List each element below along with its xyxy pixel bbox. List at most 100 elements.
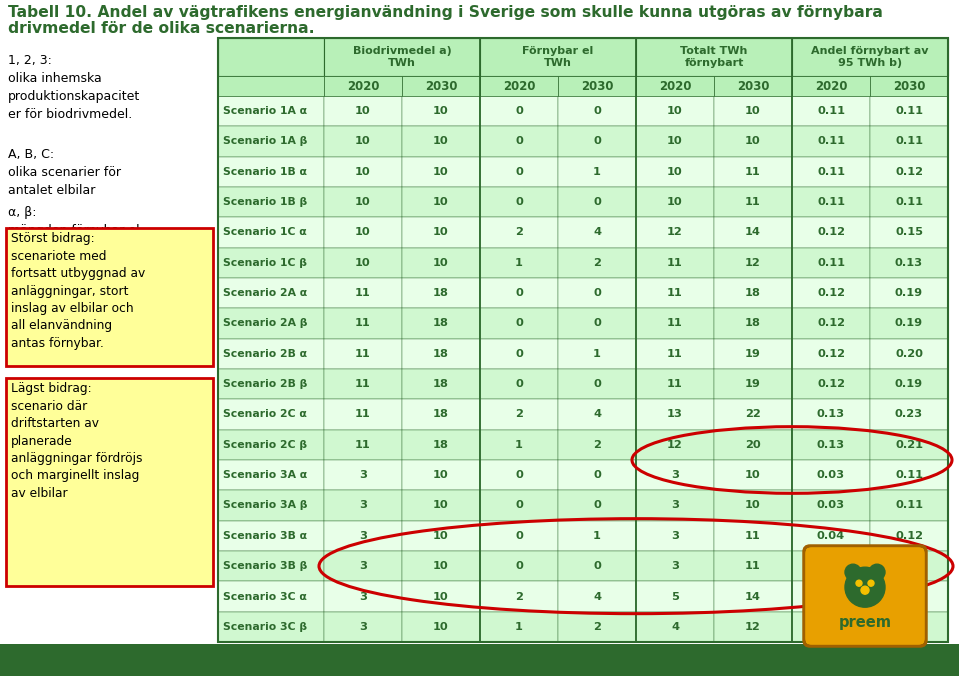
Bar — [636, 581, 714, 612]
Bar — [792, 157, 870, 187]
Bar — [480, 490, 558, 521]
Text: 0.12: 0.12 — [895, 531, 923, 541]
Text: 3: 3 — [359, 470, 367, 480]
Bar — [792, 581, 870, 612]
Bar — [870, 521, 948, 551]
Text: 12: 12 — [745, 622, 760, 632]
Text: 10: 10 — [433, 561, 449, 571]
Text: A, B, C:
olika scenarier för
antalet elbilar: A, B, C: olika scenarier för antalet elb… — [8, 148, 121, 197]
Text: 0: 0 — [515, 531, 523, 541]
Bar — [558, 96, 636, 126]
Bar — [636, 76, 714, 96]
Bar — [558, 612, 636, 642]
Bar — [792, 490, 870, 521]
Text: 0.21: 0.21 — [895, 440, 923, 450]
Circle shape — [861, 586, 869, 594]
Bar — [324, 96, 402, 126]
Text: 10: 10 — [745, 137, 760, 147]
Bar — [324, 400, 402, 430]
Text: 0.11: 0.11 — [895, 137, 923, 147]
Bar — [558, 247, 636, 278]
Text: 1: 1 — [515, 258, 523, 268]
Bar — [870, 460, 948, 490]
Bar — [480, 581, 558, 612]
Text: 2: 2 — [515, 228, 523, 237]
Text: 11: 11 — [667, 258, 683, 268]
Bar — [480, 430, 558, 460]
Text: 12: 12 — [745, 258, 760, 268]
Text: 0.04: 0.04 — [817, 622, 845, 632]
Bar — [402, 76, 480, 96]
Bar — [402, 581, 480, 612]
Text: 2030: 2030 — [425, 80, 457, 93]
Bar — [324, 38, 480, 76]
Text: Scenario 2A α: Scenario 2A α — [223, 288, 307, 298]
Bar — [636, 126, 714, 157]
FancyBboxPatch shape — [804, 546, 926, 646]
Text: Scenario 2B α: Scenario 2B α — [223, 349, 307, 359]
Bar — [324, 76, 402, 96]
Text: 2020: 2020 — [815, 80, 847, 93]
Text: Scenario 1B α: Scenario 1B α — [223, 167, 307, 177]
Bar — [402, 126, 480, 157]
Text: 11: 11 — [667, 379, 683, 389]
Bar — [558, 490, 636, 521]
Text: 2020: 2020 — [347, 80, 379, 93]
Text: 12: 12 — [667, 228, 683, 237]
Text: 11: 11 — [355, 410, 371, 420]
Bar — [792, 278, 870, 308]
Text: Scenario 2A β: Scenario 2A β — [223, 318, 308, 329]
Bar — [324, 157, 402, 187]
Bar — [792, 460, 870, 490]
Bar — [714, 490, 792, 521]
Text: Scenario 3C β: Scenario 3C β — [223, 622, 307, 632]
Bar — [714, 187, 792, 217]
Bar — [218, 217, 324, 247]
Bar — [792, 126, 870, 157]
Text: 0.13: 0.13 — [817, 440, 845, 450]
Bar — [558, 521, 636, 551]
Bar — [324, 551, 402, 581]
Text: 18: 18 — [745, 318, 760, 329]
Bar — [792, 521, 870, 551]
Bar — [480, 38, 636, 76]
Bar — [480, 308, 558, 339]
Bar — [480, 400, 558, 430]
Bar — [714, 126, 792, 157]
Text: 0: 0 — [593, 500, 601, 510]
Text: 11: 11 — [667, 318, 683, 329]
Bar — [792, 430, 870, 460]
Circle shape — [869, 564, 885, 580]
Text: 0.11: 0.11 — [817, 258, 845, 268]
Bar — [792, 76, 870, 96]
Bar — [636, 490, 714, 521]
Text: 10: 10 — [667, 137, 683, 147]
Text: Scenario 2C α: Scenario 2C α — [223, 410, 307, 420]
Text: 0: 0 — [515, 106, 523, 116]
Text: 12: 12 — [667, 440, 683, 450]
Bar — [636, 187, 714, 217]
Text: 0: 0 — [515, 500, 523, 510]
Text: 11: 11 — [355, 440, 371, 450]
Bar — [870, 551, 948, 581]
Bar — [402, 521, 480, 551]
Text: Scenario 1A β: Scenario 1A β — [223, 137, 308, 147]
Bar — [558, 339, 636, 369]
Bar — [792, 38, 948, 76]
Text: 18: 18 — [433, 349, 449, 359]
Bar — [324, 308, 402, 339]
Bar — [792, 308, 870, 339]
Text: 0.11: 0.11 — [817, 167, 845, 177]
Text: Störst bidrag:
scenariote med
fortsatt utbyggnad av
anläggningar, stort
inslag a: Störst bidrag: scenariote med fortsatt u… — [11, 232, 145, 350]
Text: 0.11: 0.11 — [895, 106, 923, 116]
Bar — [480, 551, 558, 581]
Bar — [714, 96, 792, 126]
Text: 0.12: 0.12 — [817, 349, 845, 359]
Text: 10: 10 — [433, 258, 449, 268]
Text: 0.05: 0.05 — [817, 592, 845, 602]
Bar — [324, 339, 402, 369]
Bar — [218, 76, 324, 96]
Text: 0.13: 0.13 — [895, 622, 924, 632]
Text: 0.03: 0.03 — [817, 470, 845, 480]
Text: 11: 11 — [355, 318, 371, 329]
